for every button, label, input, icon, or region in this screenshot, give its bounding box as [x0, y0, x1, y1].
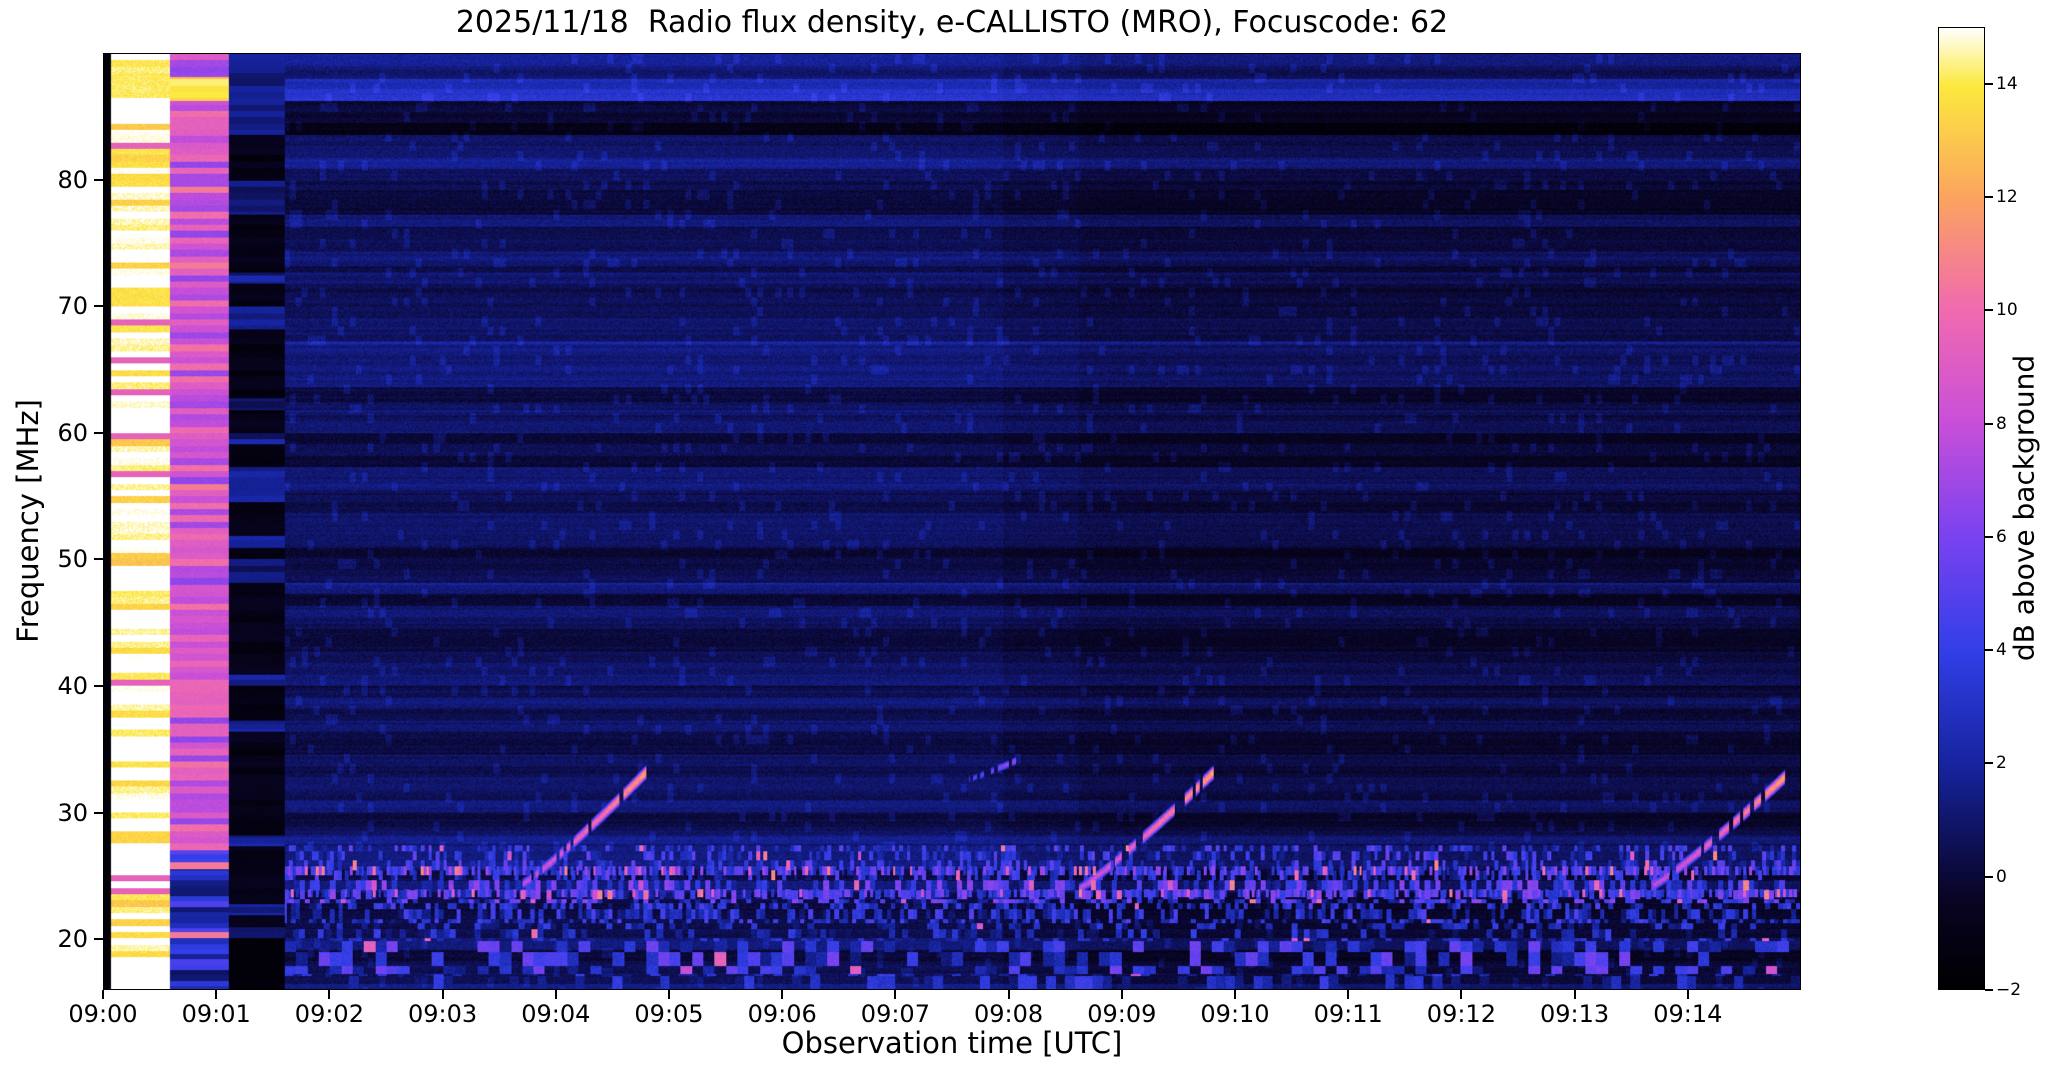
x-tick-label: 09:09: [1087, 1000, 1157, 1028]
y-tick-label: 60: [57, 418, 88, 447]
x-tick-label: 09:13: [1540, 1000, 1610, 1028]
y-tick-mark: [94, 305, 103, 308]
colorbar-tick-mark: [1985, 989, 1993, 991]
x-tick-mark: [1686, 990, 1689, 999]
y-axis-label: Frequency [MHz]: [11, 399, 45, 643]
y-tick-mark: [94, 811, 103, 814]
colorbar: [1938, 27, 1985, 990]
x-tick-label: 09:06: [747, 1000, 817, 1028]
x-tick-mark: [102, 990, 104, 999]
y-tick-mark: [94, 431, 103, 434]
colorbar-tick-label: 6: [1996, 526, 2007, 547]
colorbar-tick-mark: [1985, 649, 1993, 652]
colorbar-tick-mark: [1985, 535, 1993, 538]
colorbar-tick-mark: [1985, 309, 1993, 312]
y-tick-mark: [94, 938, 103, 941]
x-tick-mark: [894, 990, 897, 999]
x-tick-label: 09:14: [1653, 1000, 1723, 1028]
x-tick-mark: [215, 990, 218, 999]
y-tick-label: 40: [57, 672, 88, 701]
y-tick-mark: [94, 685, 103, 688]
colorbar-tick-label: 10: [1996, 300, 2018, 321]
x-tick-label: 09:05: [634, 1000, 704, 1028]
colorbar-canvas: [1939, 28, 1984, 989]
x-tick-mark: [328, 990, 331, 999]
colorbar-tick-mark: [1985, 195, 1993, 198]
colorbar-tick-label: 2: [1996, 753, 2007, 774]
x-tick-mark: [1460, 990, 1463, 999]
figure-title: 2025/11/18 Radio flux density, e-CALLIST…: [455, 5, 1449, 40]
x-tick-label: 09:11: [1313, 1000, 1383, 1028]
x-tick-mark: [1573, 990, 1576, 999]
x-axis-label: Observation time [UTC]: [781, 1026, 1123, 1060]
x-tick-mark: [781, 990, 784, 999]
colorbar-tick-mark: [1985, 875, 1993, 878]
x-tick-mark: [1347, 990, 1350, 999]
colorbar-tick-label: 4: [1996, 640, 2007, 661]
colorbar-tick-mark: [1985, 422, 1993, 425]
colorbar-tick-label: 14: [1996, 73, 2018, 94]
y-tick-label: 80: [57, 165, 88, 194]
x-tick-mark: [1007, 990, 1010, 999]
x-tick-label: 09:10: [1200, 1000, 1270, 1028]
colorbar-tick-mark: [1985, 82, 1993, 85]
spectrogram-plot: [103, 53, 1801, 990]
colorbar-tick-label: 0: [1996, 866, 2007, 887]
y-tick-mark: [94, 558, 103, 561]
x-tick-label: 09:07: [860, 1000, 930, 1028]
x-tick-label: 09:12: [1426, 1000, 1496, 1028]
x-tick-mark: [441, 990, 444, 999]
y-tick-mark: [94, 178, 103, 181]
x-tick-mark: [554, 990, 557, 999]
y-tick-label: 50: [57, 545, 88, 574]
x-tick-label: 09:03: [408, 1000, 478, 1028]
x-tick-label: 09:00: [68, 1000, 138, 1028]
colorbar-tick-label: −2: [1996, 980, 2022, 1000]
colorbar-tick-mark: [1985, 762, 1993, 765]
y-tick-label: 70: [57, 292, 88, 321]
x-tick-label: 09:08: [974, 1000, 1044, 1028]
y-tick-label: 30: [57, 798, 88, 827]
x-tick-mark: [1234, 990, 1236, 999]
x-tick-mark: [668, 990, 670, 999]
colorbar-tick-label: 12: [1996, 186, 2018, 207]
colorbar-tick-label: 8: [1996, 413, 2007, 434]
x-tick-label: 09:04: [521, 1000, 591, 1028]
colorbar-label: dB above background: [2007, 354, 2041, 662]
spectrogram-canvas: [104, 54, 1800, 989]
y-tick-label: 20: [57, 925, 88, 954]
x-tick-label: 09:01: [181, 1000, 251, 1028]
x-tick-label: 09:02: [294, 1000, 364, 1028]
x-tick-mark: [1120, 990, 1123, 999]
